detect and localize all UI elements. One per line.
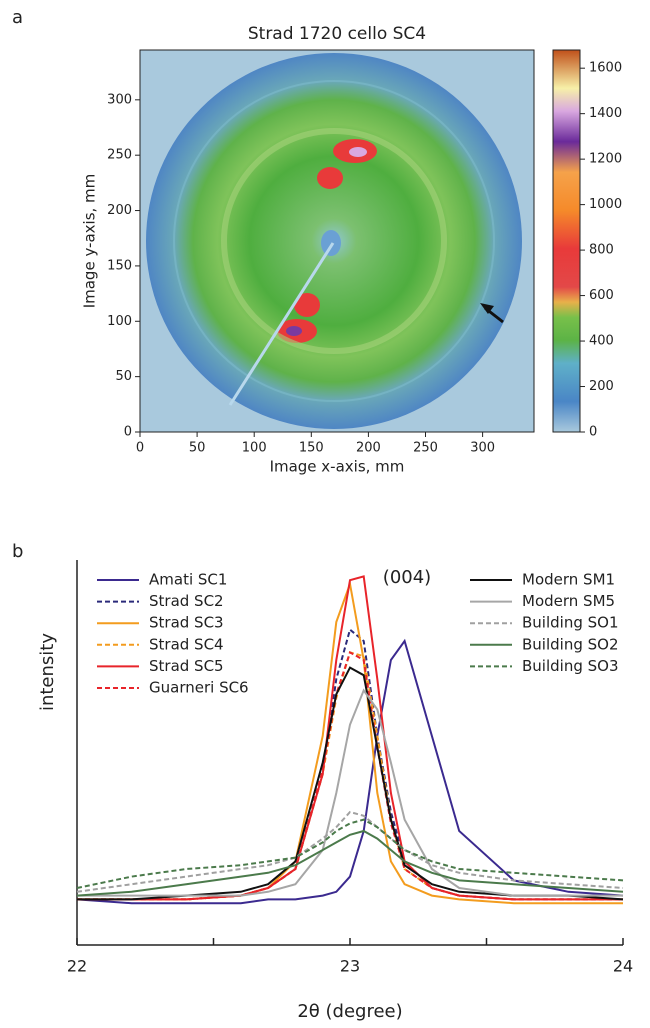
colorbar-tick-label: 400 bbox=[589, 334, 614, 349]
y-axis-label: Image y-axis, mm bbox=[81, 174, 99, 309]
plot-frame bbox=[139, 49, 535, 433]
y-tick-label: 50 bbox=[115, 369, 132, 384]
x-tick-label: 150 bbox=[299, 441, 324, 456]
y-tick-label: 250 bbox=[107, 148, 132, 163]
series-line bbox=[76, 818, 624, 889]
diffraction-image bbox=[140, 50, 534, 432]
series-line bbox=[76, 810, 624, 893]
y-tick-label: 100 bbox=[107, 314, 132, 329]
x-tick-label: 24 bbox=[613, 957, 633, 976]
x-tick-label: 250 bbox=[413, 441, 438, 456]
x-axis-label: Image x-axis, mm bbox=[270, 458, 405, 476]
legend-label: Building SO1 bbox=[522, 614, 619, 632]
colorbar-tick-label: 200 bbox=[589, 379, 614, 394]
chart-title: Strad 1720 cello SC4 bbox=[248, 24, 426, 44]
y-axis-label: intensity bbox=[37, 633, 58, 711]
legend-label: Modern SM1 bbox=[522, 571, 615, 589]
y-tick-label: 200 bbox=[107, 203, 132, 218]
panel-label: a bbox=[12, 7, 23, 28]
colorbar-tick-label: 1400 bbox=[589, 106, 622, 121]
series-line bbox=[76, 829, 624, 897]
legend-label: Strad SC2 bbox=[149, 592, 224, 610]
colorbar-tick-label: 800 bbox=[589, 243, 614, 258]
x-tick-label: 22 bbox=[67, 957, 87, 976]
x-tick-label: 0 bbox=[136, 441, 144, 456]
x-tick-label: 300 bbox=[470, 441, 495, 456]
series-line bbox=[77, 666, 624, 901]
legend-label: Strad SC4 bbox=[149, 635, 224, 653]
annotation: (004) bbox=[383, 567, 431, 588]
x-axis-label: 2θ (degree) bbox=[297, 1001, 402, 1022]
colorbar-tick-label: 600 bbox=[589, 288, 614, 303]
series-line bbox=[76, 638, 624, 905]
y-tick-label: 0 bbox=[124, 425, 132, 440]
legend-label: Strad SC3 bbox=[149, 614, 224, 632]
x-tick-label: 50 bbox=[189, 441, 206, 456]
y-tick-label: 150 bbox=[107, 258, 132, 273]
colorbar bbox=[552, 49, 581, 433]
colorbar-tick-label: 1600 bbox=[589, 61, 622, 76]
colorbar-tick-label: 0 bbox=[589, 425, 597, 440]
legend-label: Modern SM5 bbox=[522, 592, 615, 610]
legend-label: Strad SC5 bbox=[149, 657, 224, 675]
series-line bbox=[77, 580, 623, 905]
legend-label: Building SO2 bbox=[522, 635, 619, 653]
series-line bbox=[77, 688, 623, 897]
x-tick-label: 100 bbox=[242, 441, 267, 456]
x-tick-label: 200 bbox=[356, 441, 381, 456]
panel-label: b bbox=[12, 541, 23, 562]
legend-label: Building SO3 bbox=[522, 657, 619, 675]
colorbar-tick-label: 1200 bbox=[589, 152, 622, 167]
legend-label: Guarneri SC6 bbox=[149, 679, 249, 697]
x-tick-label: 23 bbox=[340, 957, 360, 976]
colorbar-tick-label: 1000 bbox=[589, 197, 622, 212]
legend-label: Amati SC1 bbox=[149, 571, 227, 589]
y-tick-label: 300 bbox=[107, 92, 132, 107]
